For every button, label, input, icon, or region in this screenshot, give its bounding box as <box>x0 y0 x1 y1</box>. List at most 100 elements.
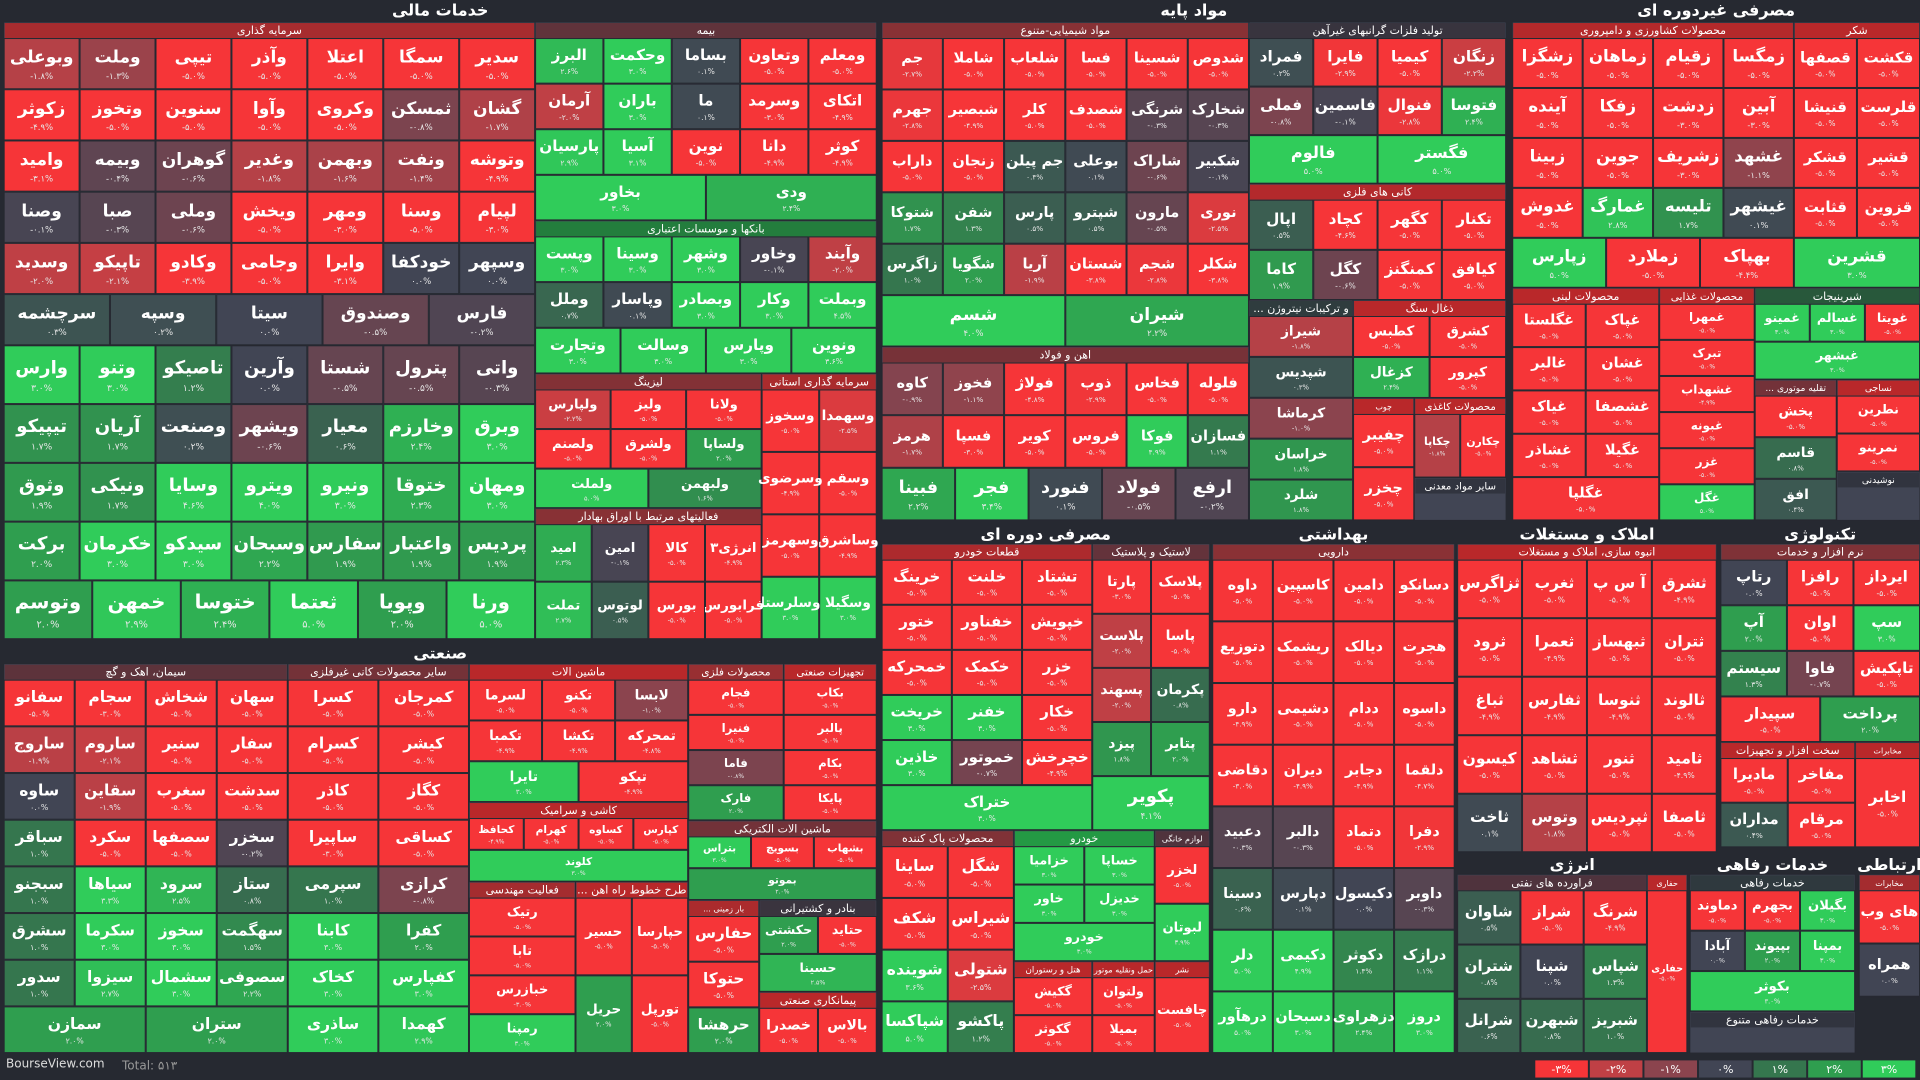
stock-name: وکروی <box>317 99 374 119</box>
stock-change: -۵.۰% <box>242 710 263 719</box>
stock-name: کپارس <box>643 824 679 836</box>
stock-tile <box>1065 38 1127 90</box>
stock-change: ۳.۰% <box>1878 634 1896 643</box>
stock-change: ۳.۱% <box>629 158 647 167</box>
stock-name: شتوکا <box>891 204 934 221</box>
group-title: ... بار زمینی <box>703 905 744 914</box>
stock-tile <box>535 581 592 640</box>
stock-name: خموتور <box>959 748 1014 766</box>
stock-name: لپیام <box>478 201 517 221</box>
stock-tile <box>231 89 308 141</box>
stock-change: ۲.۰% <box>1765 957 1780 965</box>
stock-tile <box>1583 890 1647 945</box>
stock-change: ۴.۹% <box>1149 447 1166 456</box>
stock-change: ۱.۷% <box>107 443 129 453</box>
stock-tile <box>1651 793 1717 853</box>
legend-swatch <box>1862 1060 1916 1078</box>
stock-tile <box>1651 559 1717 619</box>
stock-tile <box>1022 559 1093 605</box>
stock-change: -۵.۰% <box>907 588 927 597</box>
group-title: محصولات کشاورزی و دامپروری <box>1580 24 1726 37</box>
stock-tile <box>740 236 809 283</box>
stock-tile <box>1457 793 1523 853</box>
stock-name: بشهاب <box>827 843 863 855</box>
stock-change: ۳.۰% <box>415 990 433 999</box>
stock-tile <box>1651 618 1717 677</box>
stock-name: قشیر <box>1867 148 1909 166</box>
stock-tile <box>1457 890 1521 945</box>
stock-tile <box>615 720 689 762</box>
stock-change: -۵.۰% <box>171 803 192 812</box>
stock-change: ۳.۰% <box>1847 270 1867 280</box>
stock-tile <box>751 836 814 869</box>
group-header <box>536 221 876 237</box>
stock-tile <box>881 694 952 741</box>
stock-name: شخارک <box>1192 101 1246 118</box>
stock-tile <box>3 866 75 914</box>
stock-name: ثامید <box>1666 750 1702 768</box>
stock-tile <box>1013 1015 1093 1054</box>
sector-title: مواد پایه <box>1160 1 1227 21</box>
stock-change: -۲.۵% <box>839 427 858 435</box>
stock-name: واعتبار <box>389 534 452 555</box>
stock-name: بموتو <box>767 874 796 886</box>
stock-change: ۱.۳% <box>1745 680 1763 689</box>
group-header <box>1690 1012 1855 1028</box>
stock-change: -۰.۵% <box>333 384 358 394</box>
stock-change: -۰.۲% <box>1200 503 1224 513</box>
stock-change: -۳.۰% <box>1677 120 1700 130</box>
stock-tile <box>383 89 460 141</box>
stock-change: -۵.۰% <box>1086 70 1106 79</box>
stock-name: زقیام <box>1665 47 1711 66</box>
stock-name: خساپا <box>1101 853 1138 868</box>
group-header <box>469 664 688 680</box>
stock-name: دزهراوی <box>1333 1009 1395 1025</box>
stock-tile <box>231 345 308 405</box>
stock-change: -۲.۹% <box>1415 843 1435 852</box>
stock-change: -۵.۰% <box>1607 120 1630 130</box>
stock-change: -۵.۰% <box>182 123 205 133</box>
group-title: کانی های فلزی <box>1343 186 1413 199</box>
stock-tile <box>1651 676 1717 736</box>
stock-tile <box>3 580 93 640</box>
group-header <box>4 664 287 680</box>
stock-change: ۰.۶% <box>335 443 357 453</box>
group-header <box>1458 544 1716 560</box>
stock-tile <box>1653 187 1724 238</box>
stock-tile <box>1248 479 1354 521</box>
stock-name: دانا <box>762 137 787 155</box>
site-name: BourseView.com <box>6 1057 105 1071</box>
stock-name: سیاها <box>88 875 132 893</box>
stock-tile <box>951 740 1023 786</box>
stock-name: سفانو <box>14 688 63 706</box>
stock-tile <box>287 1006 379 1054</box>
stock-tile <box>1353 467 1415 521</box>
stock-change: -۵.۰% <box>1171 647 1190 655</box>
stock-change: -۵.۰% <box>781 427 800 435</box>
stock-tile <box>671 38 741 84</box>
stock-change: -۳.۹% <box>182 277 205 287</box>
stock-tile <box>1092 559 1152 614</box>
stock-tile <box>1720 605 1787 651</box>
stock-name: ولساپا <box>703 437 744 452</box>
stock-name: غگل <box>1694 491 1720 505</box>
stock-name: ثتران <box>1664 633 1704 651</box>
stock-name: وملل <box>550 290 589 308</box>
stock-tile <box>1333 683 1395 745</box>
stock-change: -۵.۰% <box>1876 589 1897 598</box>
stock-change: -۱.۷% <box>486 123 509 133</box>
stock-name: سباقر <box>15 828 63 846</box>
stock-tile <box>459 191 536 243</box>
legend-swatch <box>1808 1060 1861 1078</box>
stock-name: وتعاون <box>748 46 800 64</box>
stock-tile <box>1065 362 1127 416</box>
stock-tile <box>817 1007 877 1054</box>
stock-tile <box>648 524 706 582</box>
stock-tile <box>705 174 877 221</box>
stock-name: ویشهر <box>239 416 300 437</box>
stock-name: خزامیا <box>1029 853 1068 868</box>
stock-tile <box>1394 559 1455 622</box>
stock-name: پردیس <box>467 534 527 555</box>
stock-tile <box>1786 605 1854 651</box>
stock-change: ۱.۰% <box>30 943 48 952</box>
